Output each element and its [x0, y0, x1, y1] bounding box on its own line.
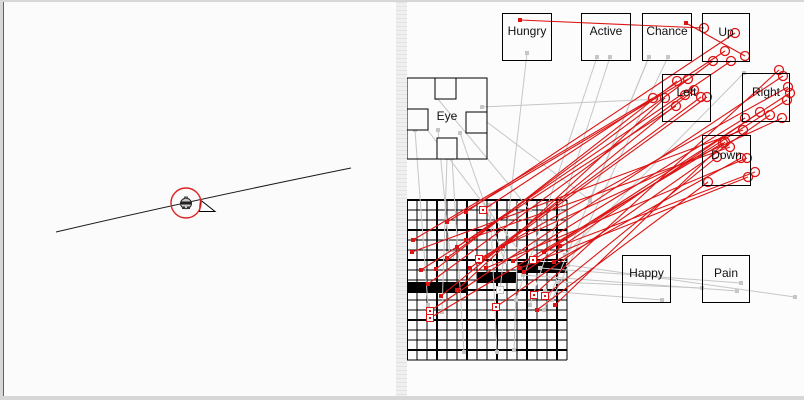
panel-splitter[interactable]: [396, 2, 407, 396]
world-canvas: [55, 167, 352, 233]
node-right: Right: [742, 73, 790, 122]
node-label-happy: Happy: [629, 266, 664, 280]
creature-icon[interactable]: [170, 187, 202, 219]
terrain-line: [55, 167, 352, 233]
node-up: Up: [702, 13, 750, 62]
node-chance: Chance: [642, 13, 692, 61]
eye-sub-square: [434, 77, 457, 100]
node-label-active: Active: [589, 24, 623, 38]
node-hungry: Hungry: [502, 13, 552, 61]
node-label-right: Right: [751, 84, 780, 99]
node-happy: Happy: [622, 255, 671, 303]
network-canvas: [407, 18, 797, 361]
node-label-left: Left: [676, 85, 697, 99]
node-label-eye: Eye: [436, 109, 458, 123]
active-connections: [411, 19, 791, 319]
node-label-up: Up: [718, 24, 734, 39]
node-down: Down: [702, 135, 751, 186]
selection-ring: [170, 187, 202, 219]
node-active: Active: [581, 13, 631, 61]
inactive-connections: [414, 52, 796, 353]
node-left: Left: [662, 74, 711, 122]
node-label-hungry: Hungry: [507, 24, 547, 38]
direction-triangle-icon: [198, 199, 217, 212]
eye-sensor-box: [407, 77, 488, 160]
eye-sub-square: [465, 111, 488, 134]
network-panel[interactable]: Hungry Active Chance Up Left Right Down Happy Pa…: [407, 2, 804, 396]
node-label-down: Down: [711, 147, 742, 162]
node-pain: Pain: [702, 255, 750, 303]
eye-sub-square: [436, 137, 458, 160]
world-panel[interactable]: [3, 2, 397, 396]
node-label-chance: Chance: [646, 24, 688, 38]
eye-sub-square: [407, 108, 429, 131]
node-label-pain: Pain: [713, 266, 739, 280]
